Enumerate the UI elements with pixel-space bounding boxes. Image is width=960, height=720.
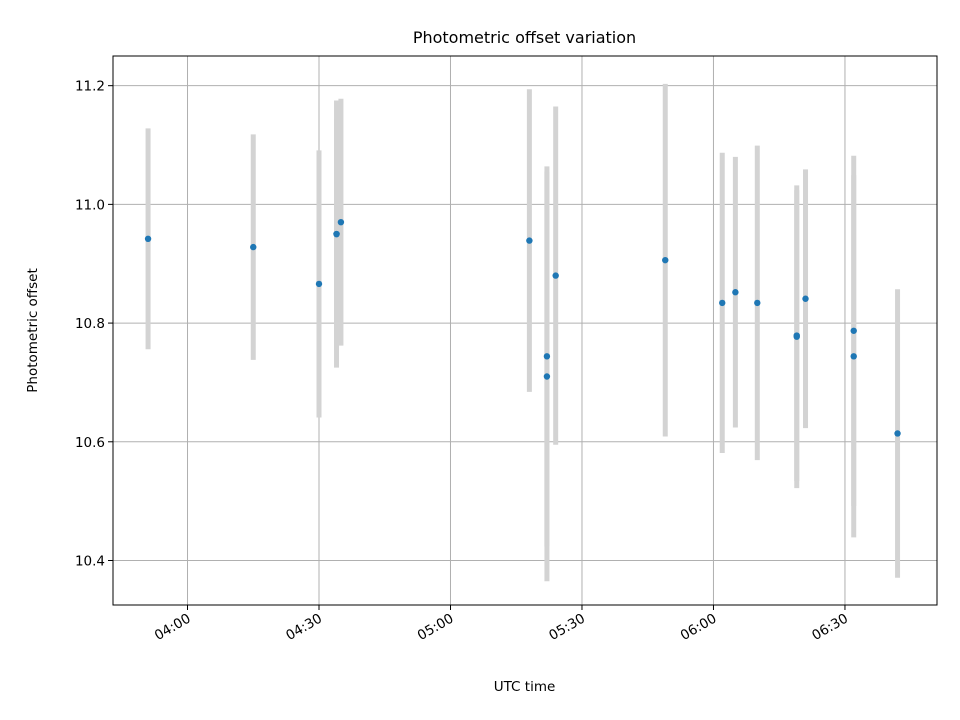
grid	[113, 56, 937, 605]
data-point	[802, 295, 809, 302]
x-tick-label: 04:30	[283, 611, 325, 644]
y-tick-label: 10.6	[75, 435, 105, 451]
data-point	[850, 353, 857, 360]
data-point	[526, 237, 533, 244]
y-axis-label: Photometric offset	[25, 268, 41, 392]
x-tick-label: 05:00	[415, 611, 457, 644]
x-tick-label: 05:30	[546, 611, 588, 644]
x-axis: 04:00 04:30 05:00 05:30 06:00 06:30	[152, 605, 851, 644]
data-point	[337, 218, 345, 226]
data-point	[732, 289, 739, 296]
x-tick-label: 06:00	[678, 611, 720, 644]
data-point	[543, 373, 551, 380]
x-axis-label: UTC time	[494, 679, 556, 695]
data-point	[552, 272, 559, 279]
data-point	[662, 256, 669, 264]
data-point	[894, 430, 901, 437]
x-tick-label: 06:30	[809, 611, 851, 644]
data-point	[793, 332, 800, 339]
data-point	[144, 235, 152, 243]
plot-frame	[112, 55, 938, 606]
data-point	[543, 353, 551, 360]
y-tick-label: 10.4	[75, 553, 105, 569]
y-tick-label: 11.2	[75, 79, 105, 95]
data-point	[754, 299, 761, 307]
data-point	[719, 299, 726, 307]
y-tick-label: 10.8	[75, 316, 105, 332]
data-points	[144, 218, 901, 437]
data-point	[850, 327, 857, 334]
y-tick-label: 11.0	[75, 197, 105, 213]
chart-title: Photometric offset variation	[413, 28, 636, 47]
data-point	[333, 230, 340, 238]
data-point	[250, 243, 257, 251]
data-point	[315, 280, 323, 288]
y-axis: 10.4 10.6 10.8 11.0 11.2	[75, 79, 113, 569]
error-bars	[145, 83, 901, 582]
x-tick-label: 04:00	[152, 611, 194, 644]
